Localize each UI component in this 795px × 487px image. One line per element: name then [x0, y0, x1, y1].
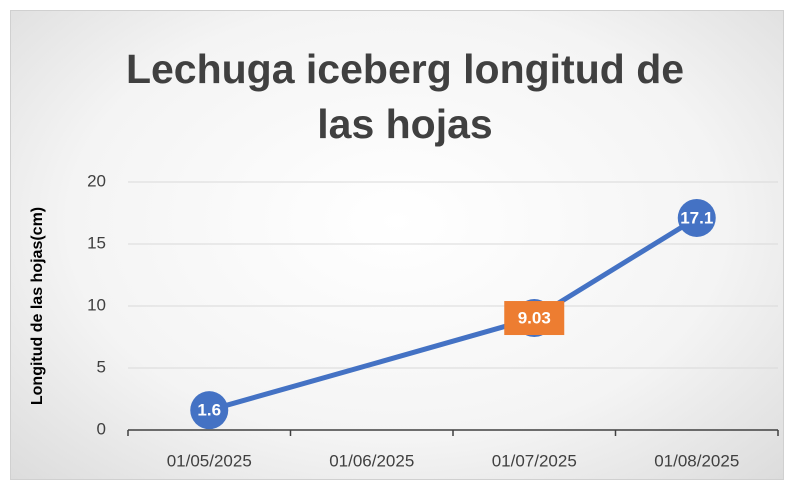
- marker: [190, 391, 229, 430]
- chart-title: Lechuga iceberg longitud de las hojas: [125, 46, 685, 147]
- y-tick-label: 10: [87, 295, 106, 314]
- y-tick-label: 15: [87, 233, 106, 252]
- x-tick-label: 01/07/2025: [492, 451, 577, 470]
- y-tick-label: 5: [97, 357, 106, 376]
- line: [208, 215, 699, 413]
- data-label: 1.6: [197, 401, 221, 420]
- marker: [677, 198, 716, 237]
- x-tick-label: 01/06/2025: [329, 451, 414, 470]
- x-tick-label: 01/05/2025: [167, 451, 252, 470]
- data-label-box: [504, 301, 565, 336]
- data-label: 17.1: [680, 208, 713, 227]
- y-tick-label: 0: [97, 419, 106, 438]
- y-tick-label: 20: [87, 171, 106, 190]
- data-label: 9.03: [518, 309, 551, 328]
- y-axis-label: Longitud de las hojas(cm): [29, 207, 46, 405]
- x-tick-label: 01/08/2025: [654, 451, 739, 470]
